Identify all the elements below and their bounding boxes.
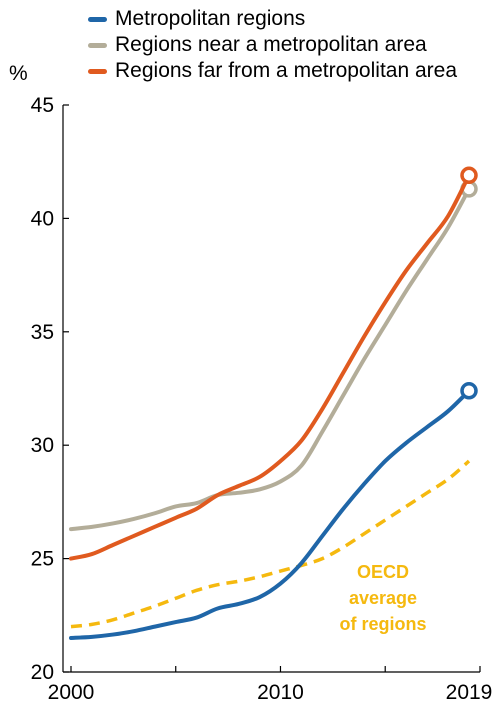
- series-end-marker-2: [460, 166, 478, 185]
- y-tick-label: 25: [31, 548, 54, 571]
- x-tick-label: 2010: [257, 681, 304, 704]
- annotation-line-0: OECD: [357, 562, 409, 582]
- x-tick-label: 2000: [48, 681, 95, 704]
- legend-label-near-metro: Regions near a metropolitan area: [115, 33, 427, 56]
- y-tick-label: 35: [31, 321, 54, 344]
- chart-legend: Metropolitan regions Regions near a metr…: [88, 6, 457, 84]
- annotation-line-1: average: [349, 588, 417, 608]
- y-tick-label: 40: [31, 207, 54, 230]
- series-line-0: [69, 388, 471, 640]
- annotation-line-2: of regions: [339, 614, 426, 634]
- series-end-marker-0: [460, 382, 478, 400]
- chart-series: [69, 166, 478, 640]
- chart-axes: [62, 104, 481, 673]
- x-tick-label: 2019: [446, 681, 492, 704]
- y-unit-label: %: [9, 62, 28, 85]
- y-tick-label: 45: [31, 94, 54, 117]
- series-line-2: [69, 173, 471, 561]
- series-line-1: [69, 186, 471, 532]
- legend-swatch-far-metro: [88, 68, 107, 74]
- legend-label-metropolitan: Metropolitan regions: [115, 7, 306, 30]
- series-line-3: [70, 459, 471, 629]
- legend-swatch-near-metro: [88, 42, 107, 48]
- y-tick-label: 20: [31, 661, 54, 684]
- y-tick-label: 30: [31, 434, 54, 457]
- legend-item-near-metro: Regions near a metropolitan area: [88, 32, 457, 58]
- legend-label-far-metro: Regions far from a metropolitan area: [115, 59, 457, 82]
- legend-item-metropolitan: Metropolitan regions: [88, 6, 457, 32]
- legend-swatch-metropolitan: [88, 16, 107, 22]
- legend-item-far-metro: Regions far from a metropolitan area: [88, 58, 457, 84]
- chart-labels: 20 25 30 35 40 45% 2000 2010 2019 OECD average of r…: [9, 62, 492, 704]
